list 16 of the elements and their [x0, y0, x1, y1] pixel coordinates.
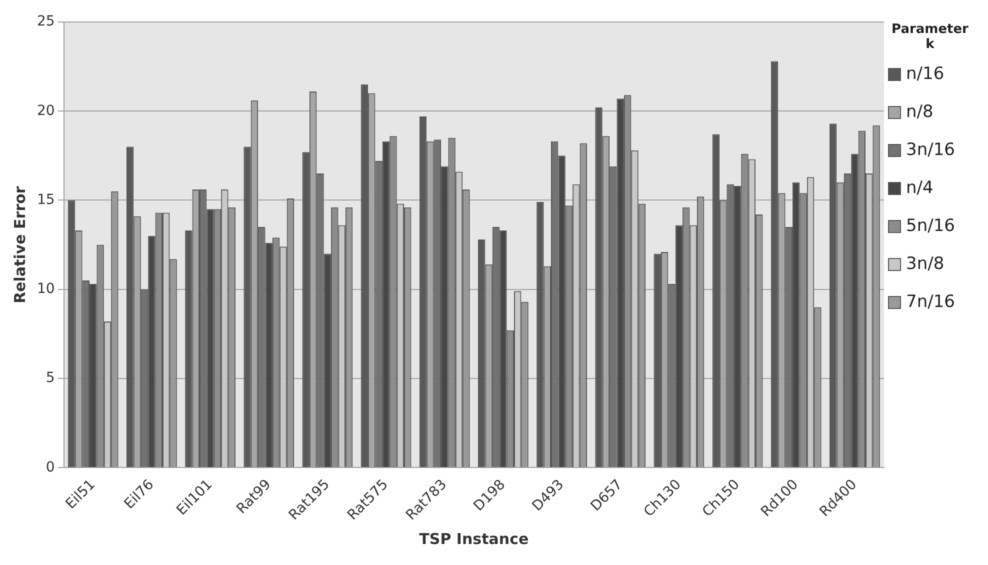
legend-label: 3n/8: [906, 254, 944, 274]
y-tick-label: 20: [36, 102, 55, 119]
legend-label: 7n/16: [906, 292, 955, 312]
legend-label: n/8: [906, 102, 934, 122]
x-axis-title: TSP Instance: [419, 530, 529, 548]
y-tick-label: 5: [46, 370, 55, 386]
y-tick-label: 25: [36, 14, 55, 30]
legend-title: Parameter k: [890, 22, 970, 52]
legend-label: 5n/16: [906, 216, 955, 236]
y-axis-title: Relative Error: [10, 186, 29, 304]
legend-label: n/16: [906, 64, 944, 84]
y-tick-label: 0: [46, 459, 55, 476]
y-tick-label: 15: [36, 192, 55, 208]
y-tick-label: 10: [36, 281, 55, 298]
legend-label: n/4: [906, 178, 934, 198]
legend-label: 3n/16: [906, 140, 955, 160]
